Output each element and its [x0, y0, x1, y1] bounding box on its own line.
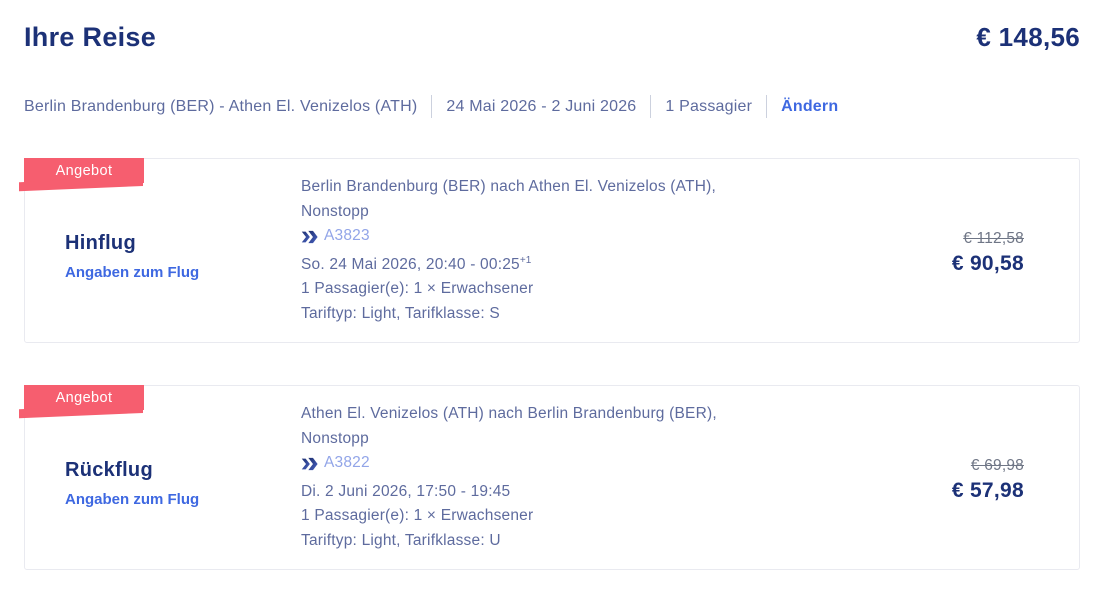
flight-passengers-line: 1 Passagier(e): 1 × Erwachsener: [301, 280, 534, 298]
flight-number-line: A3822: [301, 451, 821, 476]
trip-summary-page: Ihre Reise € 148,56 Berlin Brandenburg (…: [0, 0, 1100, 570]
header: Ihre Reise € 148,56: [24, 22, 1080, 53]
flight-route-line: Athen El. Venizelos (ATH) nach Berlin Br…: [301, 405, 717, 422]
flight-direction-label: Hinflug: [65, 232, 136, 254]
divider: [650, 95, 652, 118]
flight-schedule-line: Di. 2 Juni 2026, 17:50 - 19:45: [301, 476, 821, 505]
flight-card-price-column: € 112,58 € 90,58: [821, 159, 1079, 342]
flight-stops-line: Nonstopp: [301, 202, 369, 220]
aegean-double-chevron-icon: [301, 456, 318, 472]
trip-route: Berlin Brandenburg (BER) - Athen El. Ven…: [24, 97, 418, 115]
trip-dates: 24 Mai 2026 - 2 Juni 2026: [446, 97, 637, 115]
day-plus-superscript: +1: [519, 254, 532, 266]
flight-schedule: So. 24 Mai 2026, 20:40 - 00:25: [301, 255, 520, 273]
trip-total-price: € 148,56: [976, 22, 1080, 52]
divider: [766, 95, 768, 118]
flight-details-link[interactable]: Angaben zum Flug: [65, 264, 200, 281]
aegean-double-chevron-icon: [301, 229, 318, 245]
flight-passengers-line: 1 Passagier(e): 1 × Erwachsener: [301, 507, 534, 525]
current-price: € 57,98: [951, 478, 1024, 502]
flight-number-link[interactable]: A3822: [324, 454, 370, 471]
current-price: € 90,58: [951, 251, 1024, 275]
divider: [431, 95, 433, 118]
flight-schedule: Di. 2 Juni 2026, 17:50 - 19:45: [301, 482, 511, 500]
page-title: Ihre Reise: [24, 22, 157, 52]
flight-number-line: A3823: [301, 224, 821, 249]
change-link[interactable]: Ändern: [781, 97, 839, 115]
flight-stops-line: Nonstopp: [301, 429, 369, 447]
flight-fare-line: Tariftyp: Light, Tarifklasse: S: [301, 304, 500, 322]
offer-badge: Angebot: [24, 385, 144, 410]
old-price: € 69,98: [970, 456, 1024, 474]
flight-card-details-column: Athen El. Venizelos (ATH) nach Berlin Br…: [301, 386, 821, 569]
offer-badge: Angebot: [24, 158, 144, 183]
trip-summary-bar: Berlin Brandenburg (BER) - Athen El. Ven…: [24, 95, 1080, 118]
flight-direction-label: Rückflug: [65, 459, 153, 481]
flight-details-link[interactable]: Angaben zum Flug: [65, 491, 200, 508]
flight-route-line: Berlin Brandenburg (BER) nach Athen El. …: [301, 178, 716, 195]
flight-number-link[interactable]: A3823: [324, 227, 370, 244]
outbound-flight-card: Angebot Hinflug Angaben zum Flug Berlin …: [24, 158, 1080, 343]
flight-card-price-column: € 69,98 € 57,98: [821, 386, 1079, 569]
flight-card-left-column: Hinflug Angaben zum Flug: [25, 159, 301, 342]
flight-fare-line: Tariftyp: Light, Tarifklasse: U: [301, 531, 501, 549]
old-price: € 112,58: [963, 229, 1024, 247]
flight-card-left-column: Rückflug Angaben zum Flug: [25, 386, 301, 569]
flight-card-details-column: Berlin Brandenburg (BER) nach Athen El. …: [301, 159, 821, 342]
trip-passengers: 1 Passagier: [665, 97, 753, 115]
return-flight-card: Angebot Rückflug Angaben zum Flug Athen …: [24, 385, 1080, 570]
flight-schedule-line: So. 24 Mai 2026, 20:40 - 00:25+1: [301, 249, 821, 278]
